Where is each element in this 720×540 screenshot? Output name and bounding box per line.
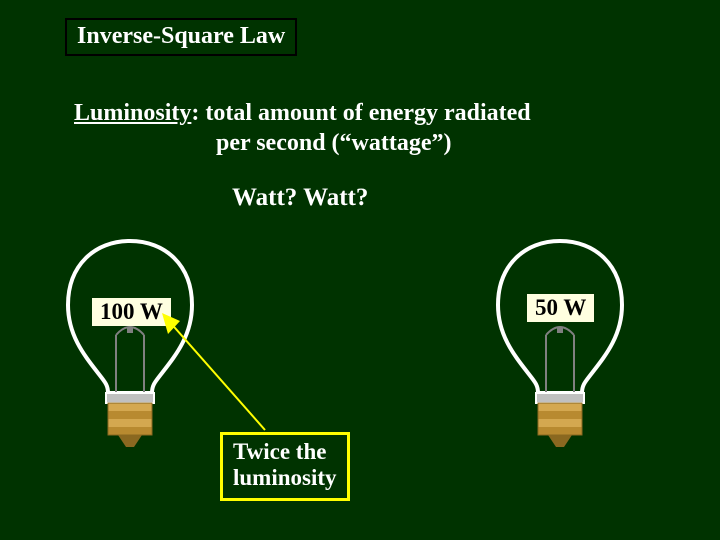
lightbulb-icon [480, 235, 640, 455]
twice-line-1: Twice the [233, 439, 337, 465]
definition-line-2: per second (“wattage”) [74, 128, 634, 158]
slide-title: Inverse-Square Law [77, 23, 285, 49]
twice-line-2: luminosity [233, 465, 337, 491]
label-50w: 50 W [527, 294, 594, 322]
lightbulb-icon [50, 235, 210, 455]
definition-rest: : total amount of energy radiated [191, 100, 530, 126]
label-100w: 100 W [92, 298, 171, 326]
definition-term: Luminosity [74, 100, 191, 126]
bulb-right [480, 235, 640, 455]
watt-question: Watt? Watt? [232, 184, 368, 212]
bulb-left [50, 235, 210, 455]
definition-line-1: Luminosity: total amount of energy radia… [74, 98, 634, 128]
slide: Inverse-Square Law Luminosity: total amo… [0, 0, 720, 540]
title-box: Inverse-Square Law [65, 18, 297, 56]
definition-block: Luminosity: total amount of energy radia… [74, 98, 634, 158]
twice-luminosity-box: Twice the luminosity [220, 432, 350, 501]
